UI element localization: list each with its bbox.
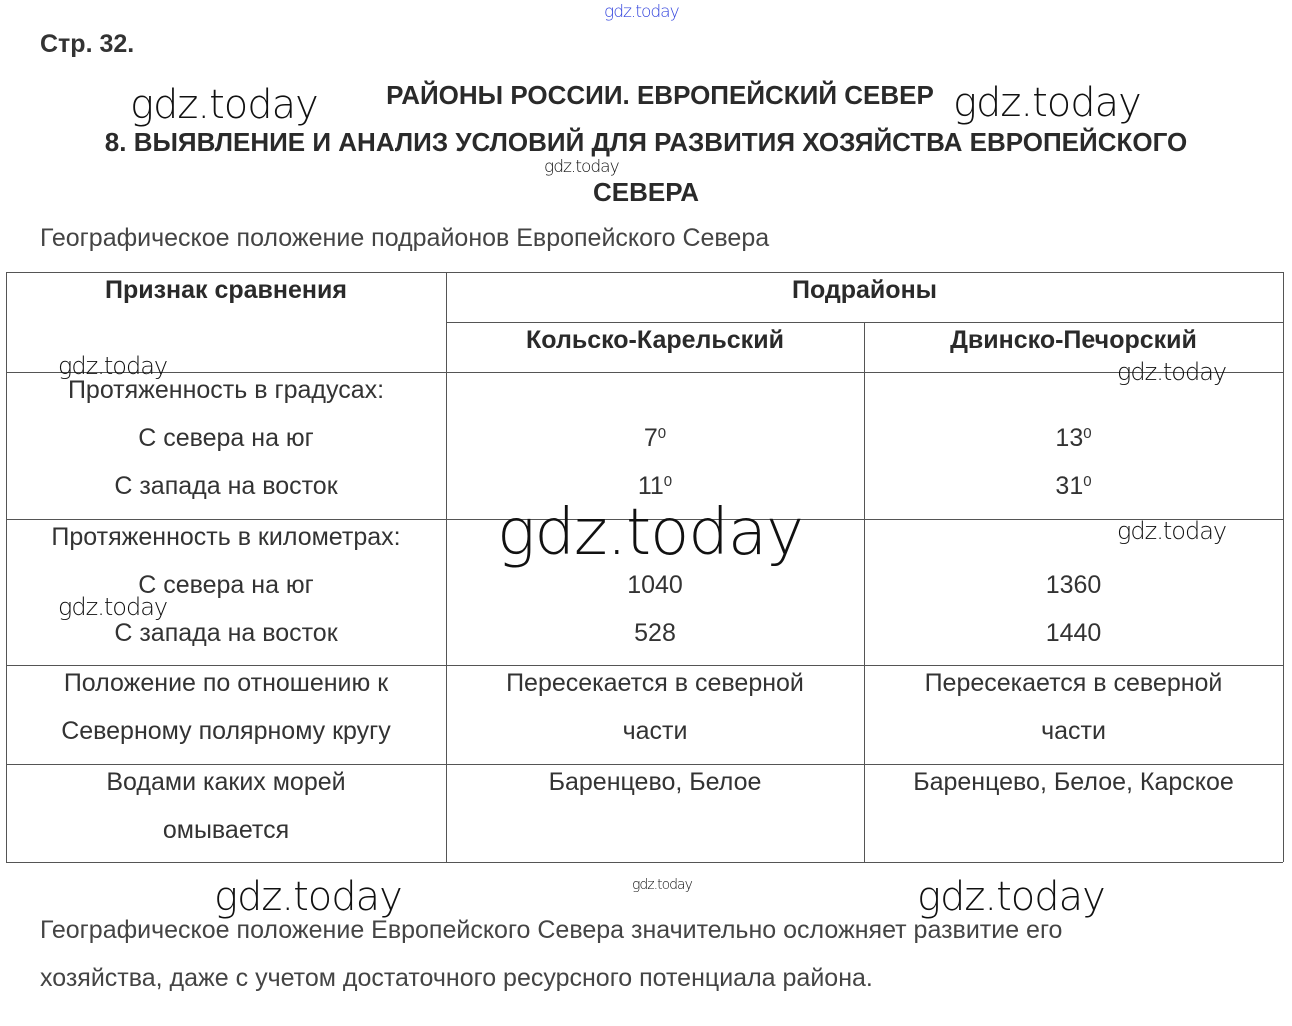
header-subregions: Подрайоны [791,276,938,304]
watermark: gdz.today [130,82,319,128]
header-feature: Признак сравнения [104,276,347,304]
row-label: Положение по отношению к Северному полярн… [6,665,446,755]
cell-line: С запада на восток [114,472,338,500]
cell-line: части [622,717,688,745]
work-title: 8. ВЫЯВЛЕНИЕ И АНАЛИЗ УСЛОВИЙ ДЛЯ РАЗВИТ… [104,127,1188,157]
section-title: РАЙОНЫ РОССИИ. ЕВРОПЕЙСКИЙ СЕВЕР [386,80,934,110]
cell-line: 310 [1055,472,1092,500]
page-number: Стр. 32. [40,30,135,58]
header-dvina-pechora: Двинско-Печорский [950,326,1197,354]
cell-line: С запада на восток [114,619,338,647]
watermark: gdz.today [1117,517,1227,545]
cell-line: Северному полярному кругу [61,717,391,745]
cell-line: Пересекается в северной [924,669,1223,697]
watermark: gdz.today [58,593,168,621]
cell-line: 1440 [1045,619,1102,647]
watermark: gdz.today [497,496,804,570]
watermark: gdz.today [58,352,168,380]
cell-line: Баренцево, Белое, Карское [913,768,1234,796]
row-label: Протяженность в градусах: С севера на юг С… [6,372,446,510]
cell-line: 130 [1055,424,1092,452]
conclusion-text: Географическое положение Европейского Се… [40,916,1063,944]
cell-line: С севера на юг [138,424,314,452]
cell-line: Водами каких морей [106,768,346,796]
cell-line: части [1041,717,1106,745]
table-caption: Географическое положение подрайонов Евро… [40,224,770,252]
table-cell: 130 310 [864,372,1283,510]
table-cell: Баренцево, Белое, Карское [864,764,1283,806]
table-cell: Пересекается в северной части [864,665,1283,755]
table-cell: Пересекается в северной части [446,665,864,755]
table-cell: 70 110 [446,372,864,510]
cell-line: 1360 [1045,571,1102,599]
cell-line: 528 [634,619,676,647]
cell-line: 1040 [627,571,683,599]
conclusion-text-continued: хозяйства, даже с учетом достаточного ре… [40,964,873,992]
cell-line: Баренцево, Белое [548,768,762,796]
header-kola-karelian: Кольско-Карельский [526,326,784,354]
table-cell: 1360 1440 [864,519,1283,657]
table-cell: Баренцево, Белое [446,764,864,806]
watermark: gdz.today [632,877,693,893]
watermark: gdz.today [604,2,680,22]
cell-line: омывается [162,816,290,844]
cell-line: Пересекается в северной [506,669,804,697]
cell-line: Положение по отношению к [63,669,389,697]
work-title-continued: СЕВЕРА [592,177,700,207]
cell-line: Протяженность в километрах: [51,523,401,551]
cell-line: 110 [637,472,673,500]
watermark: gdz.today [544,157,620,177]
cell-line: 70 [643,424,667,452]
comparison-table: Признак сравнения Подрайоны Кольско-Каре… [6,272,1284,863]
watermark: gdz.today [953,80,1142,126]
row-label: Протяженность в километрах: С севера на ю… [6,519,446,657]
watermark: gdz.today [1117,358,1227,386]
cell-line: С севера на юг [138,571,314,599]
table-cell: 1040 528 [446,519,864,657]
cell-line: Протяженность в градусах: [67,376,385,404]
watermark: gdz.today [214,874,403,920]
watermark: gdz.today [917,874,1106,920]
row-label: Водами каких морей омывается [6,764,446,854]
